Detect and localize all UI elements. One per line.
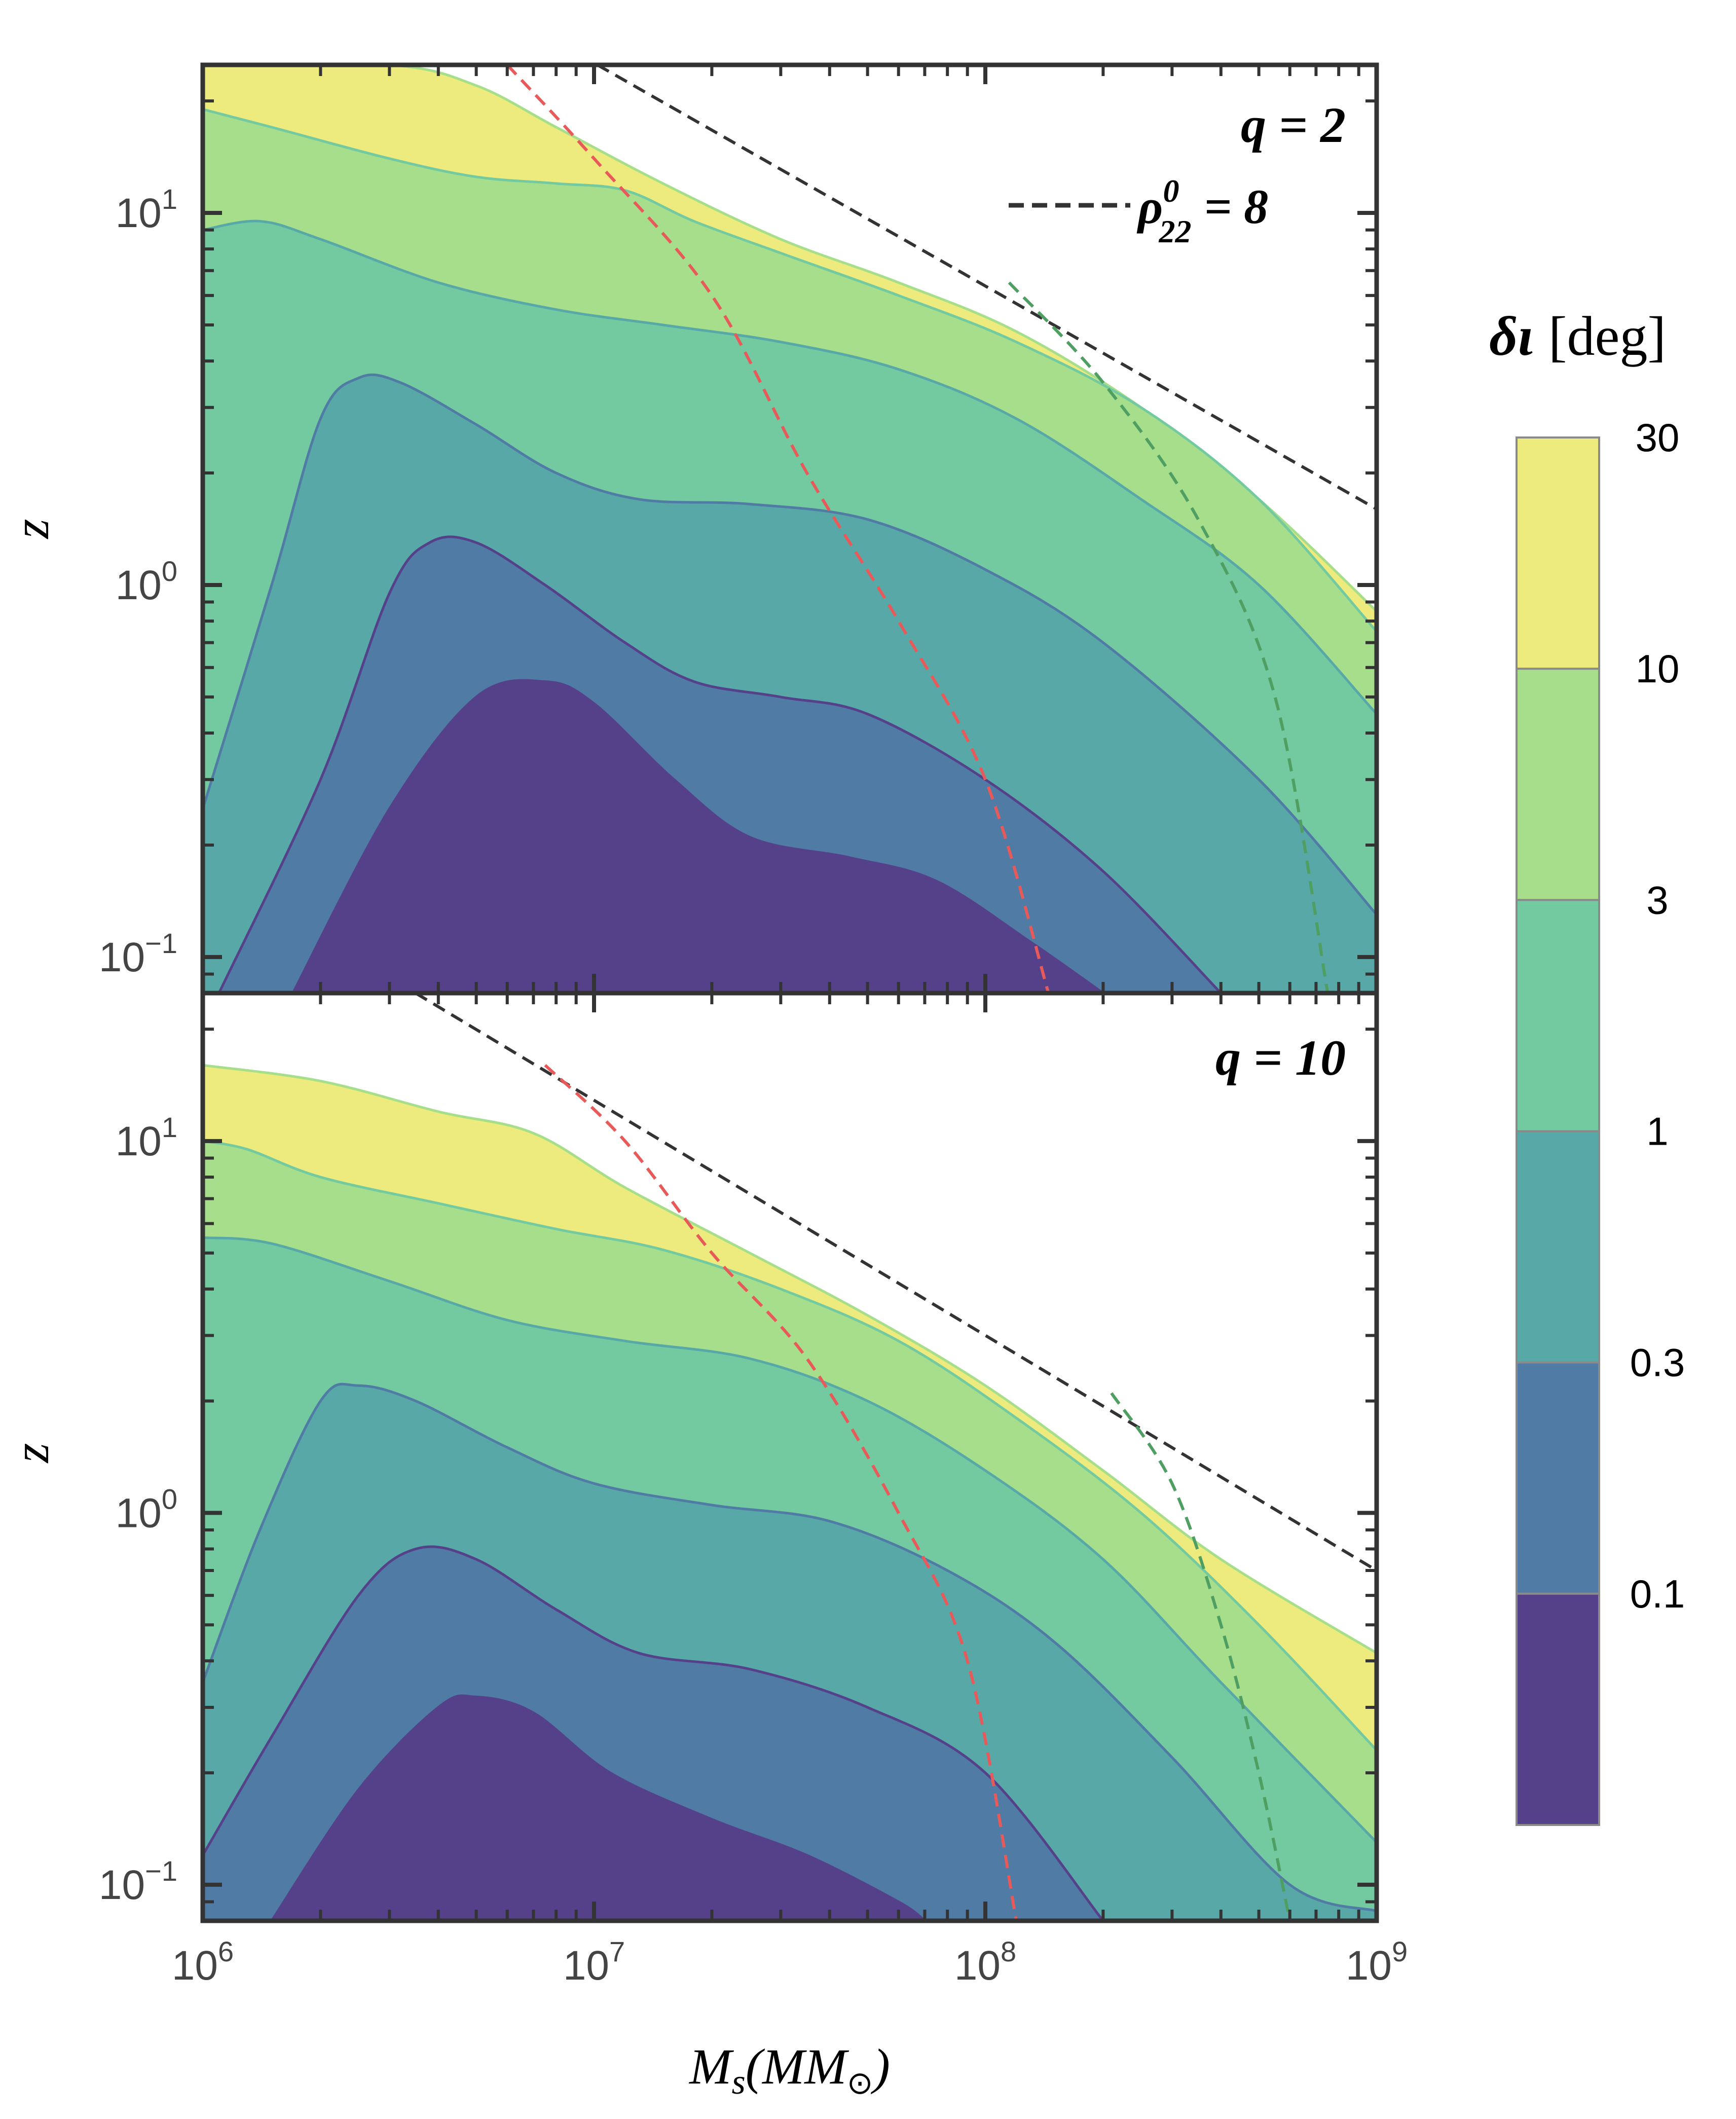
- x-tick-label: 106: [172, 1935, 234, 1989]
- colorbar-label: 3: [1646, 878, 1668, 922]
- y-tick-label: 10−1: [99, 1855, 177, 1908]
- x-tick-label: 107: [563, 1935, 625, 1989]
- contour-fills-bottom: [203, 1064, 1377, 1921]
- snr-threshold-line-top: [597, 65, 1377, 510]
- colorbar-title: δι [deg]: [1489, 305, 1666, 367]
- overlay-lines-top: [506, 65, 1377, 993]
- colorbar-segment: [1516, 1592, 1600, 1826]
- y-tick-label: 101: [116, 183, 177, 236]
- plot-frame-bottom: [200, 991, 1379, 1923]
- panel-label-top: q = 2: [1241, 97, 1346, 153]
- y-tick-labels: 10−1 100 101 10−1 100 101: [99, 183, 177, 1908]
- colorbar-label: 1: [1646, 1109, 1668, 1154]
- legend-label: ρ0 22 = 8: [1136, 173, 1268, 249]
- red-dashed-line-top: [506, 65, 1050, 993]
- x-tick-labels: 106 107 108 109: [172, 1935, 1408, 1989]
- colorbar-label: 10: [1636, 646, 1680, 691]
- panel-bottom: q = 10: [200, 991, 1379, 1923]
- colorbar-segment: [1516, 1130, 1600, 1364]
- green-dashed-line-bottom: [1110, 1392, 1291, 1921]
- colorbar-segment: [1516, 899, 1600, 1132]
- colorbar-label: 0.1: [1630, 1572, 1685, 1616]
- contour-region-bottom-0.1: [203, 1694, 1377, 1921]
- y-tick-label: 100: [116, 555, 177, 608]
- x-axis-label: Ms(MM⊙): [688, 2038, 890, 2102]
- colorbar-label: 0.3: [1630, 1340, 1685, 1385]
- panel-label-bottom: q = 10: [1215, 1030, 1346, 1086]
- panel-top: q = 2 ρ0 22 = 8: [200, 62, 1379, 996]
- red-dashed-line-bottom: [544, 1064, 1018, 1921]
- overlay-lines-bottom: [415, 993, 1377, 1921]
- colorbar-segment: [1516, 1361, 1600, 1595]
- x-tick-label: 109: [1346, 1935, 1408, 1989]
- colorbar-labels: 30 10 3 1 0.3 0.1: [1630, 415, 1685, 1616]
- colorbar: δι [deg] 30 10 3 1 0.3 0.1: [1489, 305, 1685, 1826]
- y-tick-label: 100: [116, 1483, 177, 1536]
- snr-threshold-line-bottom: [415, 993, 1377, 1572]
- legend: ρ0 22 = 8: [1009, 173, 1268, 249]
- colorbar-segments: [1516, 436, 1600, 1826]
- colorbar-segment: [1516, 436, 1600, 670]
- y-tick-label: 101: [116, 1111, 177, 1164]
- contour-region-top-0.1: [203, 679, 1377, 993]
- y-axis-label-bottom: z: [3, 1443, 59, 1464]
- green-dashed-line-top: [1008, 281, 1329, 993]
- y-axis-label-top: z: [3, 519, 59, 540]
- colorbar-segment: [1516, 668, 1600, 901]
- y-tick-label: 10−1: [99, 927, 177, 980]
- x-tick-label: 108: [954, 1935, 1016, 1989]
- contour-fills-top: [203, 65, 1377, 993]
- colorbar-label: 30: [1636, 415, 1680, 460]
